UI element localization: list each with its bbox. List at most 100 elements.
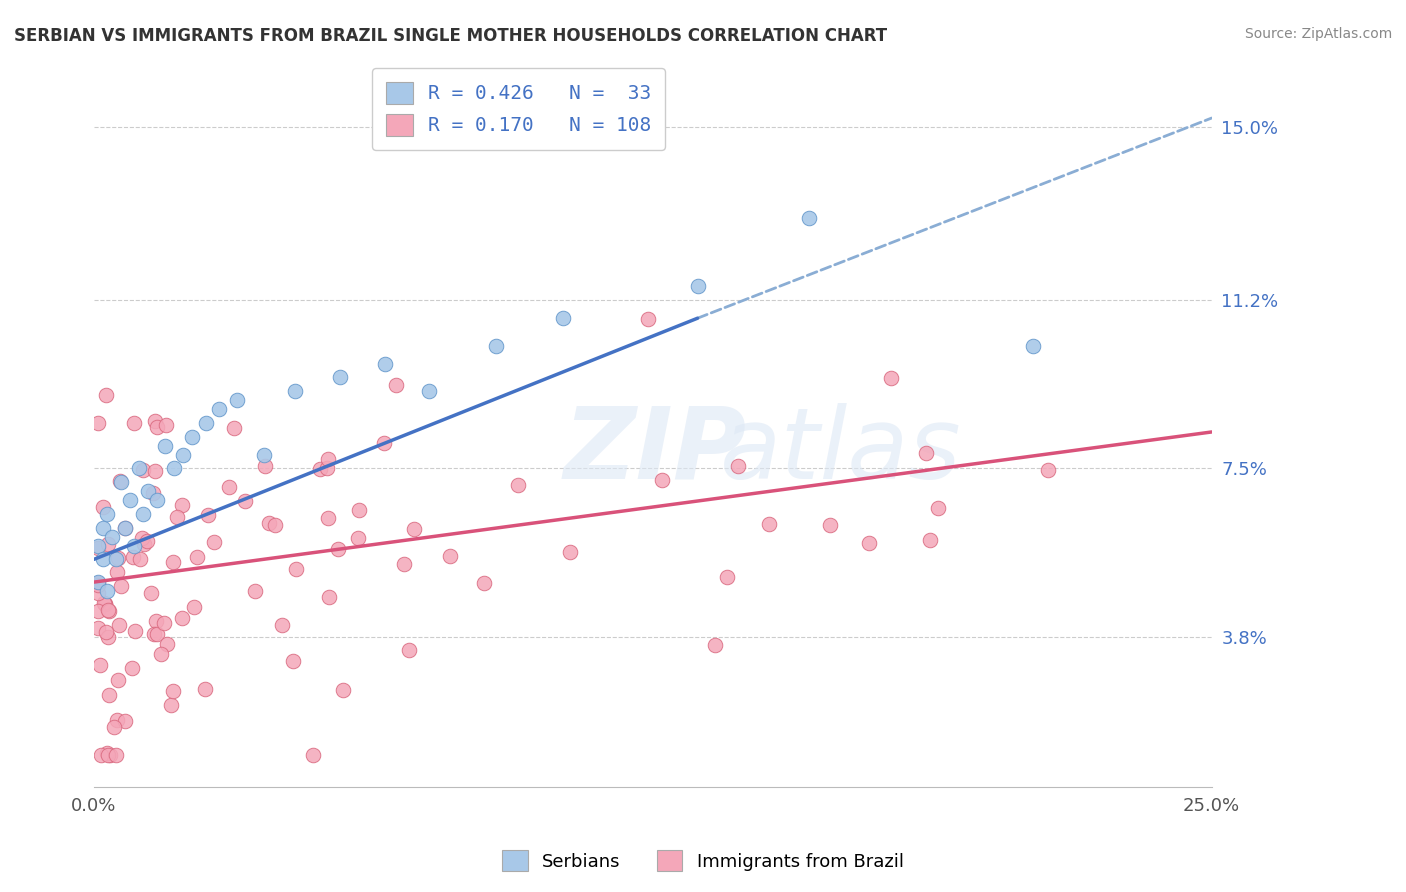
Point	[149, 647, 172, 661]
Point	[716, 570, 738, 584]
Point	[87, 586, 110, 600]
Point	[506, 477, 529, 491]
Point	[93, 596, 115, 610]
Point	[143, 414, 166, 428]
Point	[284, 384, 307, 398]
Point	[87, 541, 110, 556]
Point	[155, 417, 177, 432]
Point	[122, 539, 145, 553]
Point	[172, 499, 194, 513]
Point	[143, 627, 166, 641]
Point	[91, 520, 114, 534]
Point	[118, 493, 141, 508]
Point	[163, 461, 186, 475]
Point	[166, 509, 188, 524]
Point	[439, 549, 461, 564]
Legend: R = 0.426   N =  33, R = 0.170   N = 108: R = 0.426 N = 33, R = 0.170 N = 108	[373, 68, 665, 150]
Point	[186, 550, 208, 565]
Point	[226, 393, 249, 408]
Point	[96, 584, 118, 599]
Point	[132, 507, 155, 521]
Point	[131, 531, 153, 545]
Point	[90, 747, 112, 762]
Point	[145, 627, 167, 641]
Point	[97, 603, 120, 617]
Point	[162, 684, 184, 698]
Point	[87, 575, 110, 590]
Point	[418, 384, 440, 398]
Point	[94, 597, 117, 611]
Point	[96, 746, 118, 760]
Point	[326, 541, 349, 556]
Point	[160, 698, 183, 712]
Point	[110, 579, 132, 593]
Point	[97, 537, 120, 551]
Point	[222, 420, 245, 434]
Point	[686, 279, 709, 293]
Point	[96, 388, 118, 402]
Point	[87, 575, 110, 590]
Legend: Serbians, Immigrants from Brazil: Serbians, Immigrants from Brazil	[495, 843, 911, 879]
Point	[347, 503, 370, 517]
Point	[87, 417, 110, 431]
Point	[373, 435, 395, 450]
Point	[1036, 463, 1059, 477]
Point	[316, 461, 339, 475]
Point	[114, 520, 136, 534]
Point	[87, 604, 110, 618]
Point	[128, 551, 150, 566]
Point	[110, 475, 132, 489]
Point	[329, 370, 352, 384]
Text: ZIP: ZIP	[564, 402, 747, 500]
Point	[94, 597, 117, 611]
Point	[153, 615, 176, 630]
Point	[253, 448, 276, 462]
Point	[97, 688, 120, 702]
Point	[394, 557, 416, 571]
Point	[162, 555, 184, 569]
Point	[91, 500, 114, 514]
Point	[121, 550, 143, 565]
Point	[194, 682, 217, 697]
Point	[385, 377, 408, 392]
Point	[208, 402, 231, 417]
Point	[96, 507, 118, 521]
Point	[553, 311, 575, 326]
Point	[316, 511, 339, 525]
Point	[87, 578, 110, 592]
Point	[253, 458, 276, 473]
Point	[703, 638, 725, 652]
Point	[91, 552, 114, 566]
Point	[114, 521, 136, 535]
Point	[105, 566, 128, 580]
Text: SERBIAN VS IMMIGRANTS FROM BRAZIL SINGLE MOTHER HOUSEHOLDS CORRELATION CHART: SERBIAN VS IMMIGRANTS FROM BRAZIL SINGLE…	[14, 27, 887, 45]
Point	[139, 586, 162, 600]
Point	[170, 611, 193, 625]
Point	[183, 600, 205, 615]
Point	[98, 747, 121, 762]
Point	[858, 535, 880, 549]
Point	[194, 416, 217, 430]
Text: Source: ZipAtlas.com: Source: ZipAtlas.com	[1244, 27, 1392, 41]
Point	[485, 338, 508, 352]
Point	[758, 517, 780, 532]
Point	[101, 530, 124, 544]
Point	[727, 458, 749, 473]
Point	[651, 473, 673, 487]
Point	[107, 550, 129, 565]
Point	[332, 683, 354, 698]
Point	[374, 357, 396, 371]
Point	[155, 439, 177, 453]
Point	[346, 531, 368, 545]
Point	[136, 484, 159, 499]
Point	[318, 590, 340, 604]
Point	[103, 720, 125, 734]
Point	[271, 617, 294, 632]
Point	[637, 312, 659, 326]
Point	[107, 673, 129, 688]
Point	[128, 461, 150, 475]
Point	[202, 534, 225, 549]
Point	[1022, 338, 1045, 352]
Point	[87, 539, 110, 553]
Point	[302, 747, 325, 762]
